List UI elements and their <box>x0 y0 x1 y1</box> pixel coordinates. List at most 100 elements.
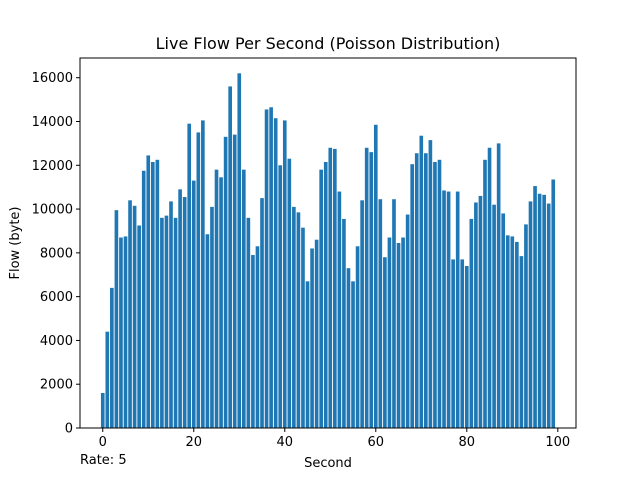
bar-56 <box>355 246 360 428</box>
bar-82 <box>474 202 478 428</box>
x-tick-label: 0 <box>99 435 107 450</box>
bar-99 <box>551 179 556 428</box>
bar-80 <box>464 265 469 428</box>
bar-89 <box>505 235 510 428</box>
bar-32 <box>246 217 251 428</box>
bar-75 <box>442 190 446 428</box>
bar-84 <box>483 159 487 428</box>
bar-40 <box>282 120 287 428</box>
bar-46 <box>310 248 314 428</box>
bar-74 <box>437 159 442 428</box>
bar-59 <box>369 152 374 428</box>
bar-86 <box>492 204 496 428</box>
bar-11 <box>150 161 155 428</box>
bar-65 <box>396 243 401 428</box>
bar-12 <box>155 159 160 428</box>
bar-63 <box>387 237 392 428</box>
bar-31 <box>241 169 246 428</box>
bar-28 <box>228 86 232 428</box>
bar-42 <box>292 206 296 428</box>
bar-67 <box>405 214 410 428</box>
y-tick-label: 0 <box>65 422 73 437</box>
bar-78 <box>455 191 460 428</box>
y-tick-label: 10000 <box>32 203 73 218</box>
bar-22 <box>201 120 205 428</box>
bar-58 <box>364 147 369 429</box>
bar-70 <box>419 135 424 428</box>
bar-60 <box>373 124 378 428</box>
bar-91 <box>515 241 519 428</box>
bar-61 <box>378 199 383 428</box>
bar-37 <box>269 107 273 429</box>
rate-note: Rate: 5 <box>80 453 127 468</box>
bar-9 <box>141 170 146 429</box>
bar-38 <box>273 118 278 429</box>
bar-7 <box>132 205 137 428</box>
y-axis-ticks: 0 2000 4000 6000 8000 10000 12000 14000 16000 <box>32 71 80 437</box>
bar-44 <box>301 227 305 428</box>
bar-51 <box>333 148 337 429</box>
bar-33 <box>251 255 255 428</box>
bar-36 <box>264 109 269 428</box>
bar-55 <box>351 281 355 428</box>
bar-24 <box>210 206 214 428</box>
x-tick-label: 80 <box>459 435 476 450</box>
bar-71 <box>424 153 428 428</box>
bar-54 <box>346 268 351 428</box>
bar-47 <box>314 239 319 428</box>
bar-21 <box>196 132 201 428</box>
bar-30 <box>237 73 242 429</box>
bar-87 <box>496 143 501 428</box>
bar-25 <box>214 169 219 428</box>
y-tick-label: 2000 <box>40 378 73 393</box>
bar-19 <box>187 123 192 428</box>
bar-92 <box>519 256 524 428</box>
bar-94 <box>528 201 533 428</box>
y-tick-label: 12000 <box>32 159 73 174</box>
bar-39 <box>278 165 283 428</box>
bar-5 <box>123 236 128 428</box>
bar-57 <box>360 200 364 428</box>
bar-35 <box>260 198 264 428</box>
bar-41 <box>287 158 292 428</box>
y-tick-label: 6000 <box>40 290 73 305</box>
bar-64 <box>392 199 396 428</box>
bar-53 <box>342 218 346 428</box>
bar-15 <box>169 201 173 428</box>
x-tick-label: 20 <box>185 435 202 450</box>
bar-20 <box>191 180 196 428</box>
bar-18 <box>182 197 187 428</box>
bar-45 <box>305 281 310 428</box>
bar-95 <box>533 186 537 428</box>
bar-27 <box>223 136 228 428</box>
chart-title: Live Flow Per Second (Poisson Distributi… <box>156 34 501 53</box>
bar-50 <box>328 147 333 429</box>
bar-3 <box>114 210 119 428</box>
bar-13 <box>160 217 164 428</box>
bar-4 <box>119 237 123 428</box>
bar-69 <box>414 153 419 428</box>
x-tick-label: 100 <box>545 435 570 450</box>
y-tick-label: 4000 <box>40 334 73 349</box>
bar-77 <box>451 259 455 428</box>
x-tick-label: 60 <box>368 435 385 450</box>
bar-90 <box>510 236 515 428</box>
bar-1 <box>105 331 110 428</box>
bar-2 <box>110 287 114 428</box>
bar-85 <box>487 147 492 429</box>
x-tick-label: 40 <box>276 435 293 450</box>
bar-14 <box>164 215 169 428</box>
plot-frame <box>79 57 577 429</box>
bar-0 <box>100 392 105 428</box>
bar-73 <box>433 161 437 428</box>
bar-34 <box>255 246 260 428</box>
y-tick-label: 8000 <box>40 246 73 261</box>
bar-88 <box>501 213 506 428</box>
y-tick-label: 14000 <box>32 115 73 130</box>
bar-76 <box>446 191 451 428</box>
bar-26 <box>219 177 223 428</box>
bar-93 <box>524 224 528 428</box>
bar-98 <box>546 203 551 428</box>
bar-23 <box>205 234 210 428</box>
bar-81 <box>469 218 474 428</box>
